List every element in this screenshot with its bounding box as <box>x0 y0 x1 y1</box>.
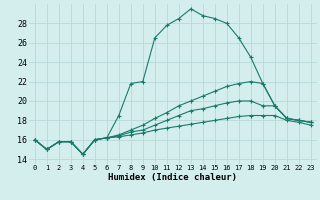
X-axis label: Humidex (Indice chaleur): Humidex (Indice chaleur) <box>108 173 237 182</box>
